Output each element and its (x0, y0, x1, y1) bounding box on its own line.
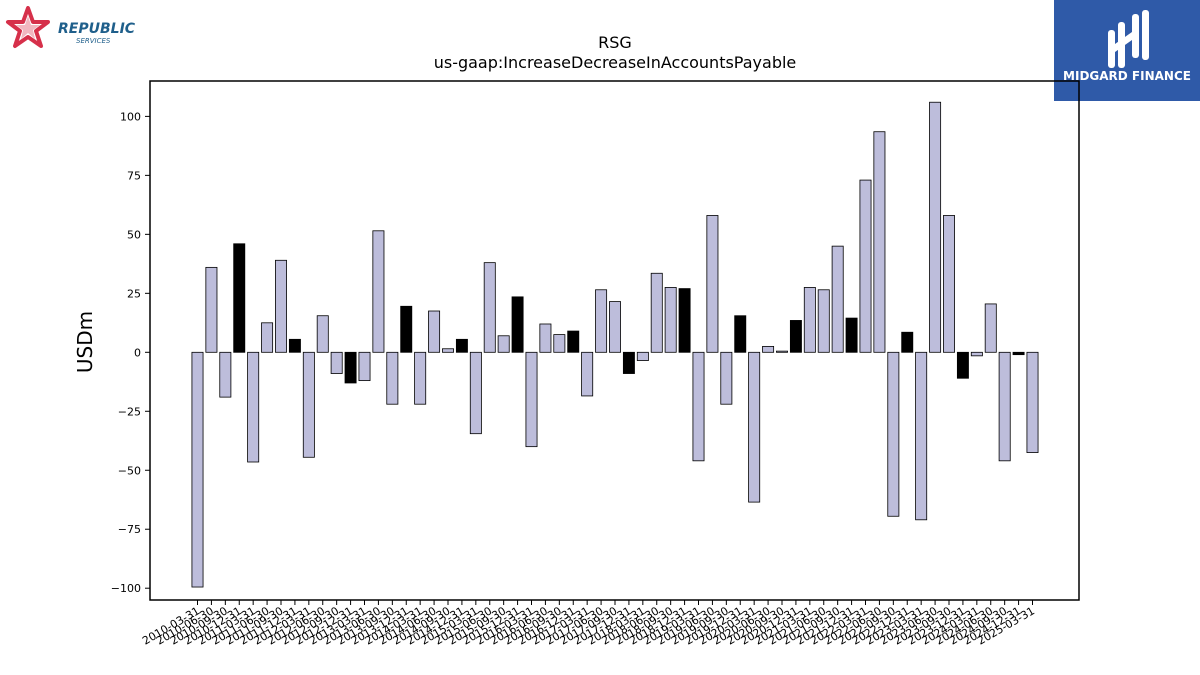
bar-2024-09-30 (998, 351, 1011, 462)
bar-2010-06-30 (205, 266, 218, 353)
bar-2019-03-31 (692, 351, 705, 462)
bar-2022-06-30 (873, 131, 886, 353)
bar-2019-09-30 (720, 351, 733, 405)
bar-2017-03-31 (581, 351, 594, 397)
bar-2025-03-31 (1026, 351, 1039, 453)
bar-2012-12-31 (344, 351, 357, 384)
bar-2015-12-31 (511, 296, 524, 353)
bar-2012-03-31 (302, 351, 315, 458)
bar-2022-03-31 (859, 179, 872, 353)
bar-2012-06-30 (316, 315, 329, 353)
republic-services-logo: REPUBLIC SERVICES (6, 6, 136, 48)
bar-2016-06-30 (539, 323, 552, 353)
bar-2023-03-31 (915, 351, 928, 521)
bar-2024-03-31 (970, 351, 983, 357)
bar-2011-06-30 (261, 322, 274, 353)
bar-2014-09-30 (442, 348, 454, 353)
bar-2024-06-30 (984, 303, 997, 353)
midgard-logo-text: MIDGARD FINANCE (1063, 69, 1191, 83)
bar-2013-12-31 (400, 305, 413, 353)
bar-2015-06-30 (483, 262, 496, 353)
y-tick-label: 25 (127, 287, 141, 300)
plot-frame (149, 80, 1080, 601)
bar-2024-12-31 (1012, 351, 1025, 356)
y-tick-label: −75 (118, 523, 141, 536)
bar-2013-06-30 (372, 230, 385, 353)
bar-2017-09-30 (609, 301, 621, 353)
bar-2018-06-30 (650, 272, 663, 353)
bar-2012-09-30 (330, 351, 343, 374)
y-tick-label: −50 (118, 464, 141, 477)
bar-2010-12-31 (233, 243, 246, 353)
bar-2016-03-31 (525, 351, 538, 448)
bar-2020-09-30 (776, 350, 788, 353)
bar-2015-03-31 (469, 351, 482, 435)
y-tick-label: −100 (111, 582, 141, 595)
bar-2023-09-30 (943, 215, 955, 353)
bar-2016-09-30 (553, 334, 566, 353)
bar-2019-06-30 (706, 215, 719, 353)
bar-2016-12-31 (567, 330, 580, 353)
bar-2014-06-30 (428, 310, 441, 353)
bar-2017-06-30 (595, 289, 608, 353)
bar-2018-09-30 (664, 287, 677, 353)
bar-2014-03-31 (414, 351, 427, 405)
bar-2023-12-31 (956, 351, 969, 379)
bar-2015-09-30 (497, 335, 510, 353)
bar-2022-09-30 (887, 351, 900, 517)
bars-group (191, 101, 1039, 588)
y-tick-label: 50 (127, 228, 141, 241)
bar-2021-06-30 (817, 289, 830, 353)
bar-2022-12-31 (901, 331, 914, 353)
bar-2013-03-31 (358, 351, 371, 382)
x-axis-ticks: 2010-03-312010-06-302010-09-302010-12-31… (140, 600, 1037, 648)
bar-2020-12-31 (789, 320, 802, 353)
bar-2021-12-31 (845, 317, 858, 353)
y-tick-label: 75 (127, 169, 141, 182)
bar-2020-06-30 (762, 345, 775, 353)
y-tick-label: −25 (118, 405, 141, 418)
bar-2014-12-31 (455, 338, 468, 353)
chart-subtitle: us-gaap:IncreaseDecreaseInAccountsPayabl… (434, 53, 797, 72)
bar-2013-09-30 (386, 351, 399, 405)
bar-2011-09-30 (275, 259, 287, 353)
midgard-mark-icon (1108, 10, 1149, 68)
bar-2020-03-31 (748, 351, 761, 503)
y-tick-label: 0 (134, 346, 141, 359)
bar-2023-06-30 (929, 101, 942, 353)
y-tick-label: 100 (120, 110, 141, 123)
bar-2017-12-31 (622, 351, 635, 374)
bar-2021-09-30 (831, 245, 844, 353)
bar-2010-03-31 (191, 351, 204, 588)
y-axis-label: USDm (73, 311, 97, 373)
bar-2011-03-31 (247, 351, 260, 463)
services-logo-text: SERVICES (76, 37, 111, 45)
republic-logo-text: REPUBLIC (58, 21, 136, 37)
star-icon (6, 6, 50, 48)
bar-2019-12-31 (734, 315, 747, 353)
chart-title: RSG (598, 33, 632, 52)
bar-2018-03-31 (636, 351, 649, 361)
bar-2011-12-31 (288, 338, 301, 353)
y-axis-ticks: −100 −75 −50 −25 0 25 50 75 100 (111, 110, 150, 595)
bar-2021-03-31 (803, 287, 816, 353)
bar-2010-09-30 (219, 351, 232, 398)
bar-2018-12-31 (678, 288, 691, 353)
